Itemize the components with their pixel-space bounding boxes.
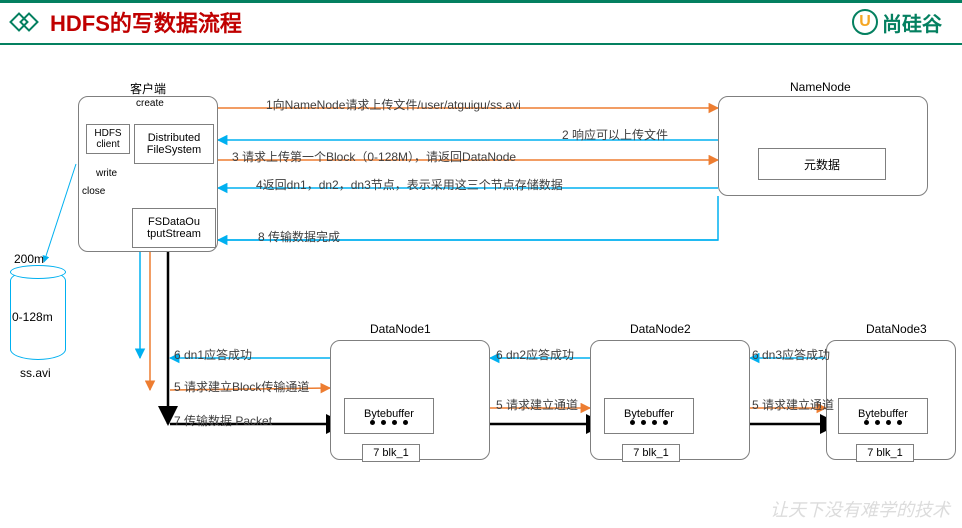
client-title: 客户端: [130, 80, 166, 97]
fsdataoutput-box: FSDataOu tputStream: [132, 208, 216, 248]
metadata-box: 元数据: [758, 148, 886, 180]
step-label: 8 传输数据完成: [258, 228, 340, 245]
step-label: 7 传输数据 Packet: [174, 412, 272, 429]
hdfs-client-box: HDFS client: [86, 124, 130, 154]
step-label: 2 响应可以上传文件: [562, 126, 668, 143]
step-label: 4返回dn1，dn2，dn3节点，表示采用这三个节点存储数据: [256, 176, 563, 193]
close-label: close: [82, 186, 105, 197]
distributed-fs-box: Distributed FileSystem: [134, 124, 214, 164]
step-label: 6 dn1应答成功: [174, 346, 252, 363]
step-label: 5 请求建立Block传输通道: [174, 378, 309, 395]
bytebuffer-box: Bytebuffer: [604, 398, 694, 434]
blk-box: 7 blk_1: [362, 444, 420, 462]
step-label: 3 请求上传第一个Block（0-128M），请返回DataNode: [232, 148, 516, 165]
blk-box: 7 blk_1: [856, 444, 914, 462]
namenode-title: NameNode: [790, 80, 851, 94]
step-label: 5 请求建立通道: [752, 396, 834, 413]
watermark: 让天下没有难学的技术: [770, 496, 950, 522]
datanode-title: DataNode1: [370, 322, 431, 336]
cyl-file-label: ss.avi: [20, 366, 51, 380]
namenode-box: [718, 96, 928, 196]
cyl-mid-label: 0-128m: [12, 310, 53, 324]
step-label: 1向NameNode请求上传文件/user/atguigu/ss.avi: [266, 96, 521, 113]
bytebuffer-box: Bytebuffer: [344, 398, 434, 434]
datanode-title: DataNode3: [866, 322, 927, 336]
write-label: write: [96, 168, 117, 179]
cyl-top-label: 200m: [14, 252, 44, 266]
blk-box: 7 blk_1: [622, 444, 680, 462]
datanode-title: DataNode2: [630, 322, 691, 336]
step-label: 6 dn2应答成功: [496, 346, 574, 363]
step-label: 5 请求建立通道: [496, 396, 578, 413]
bytebuffer-box: Bytebuffer: [838, 398, 928, 434]
step-label: 6 dn3应答成功: [752, 346, 830, 363]
create-label: create: [136, 98, 164, 109]
